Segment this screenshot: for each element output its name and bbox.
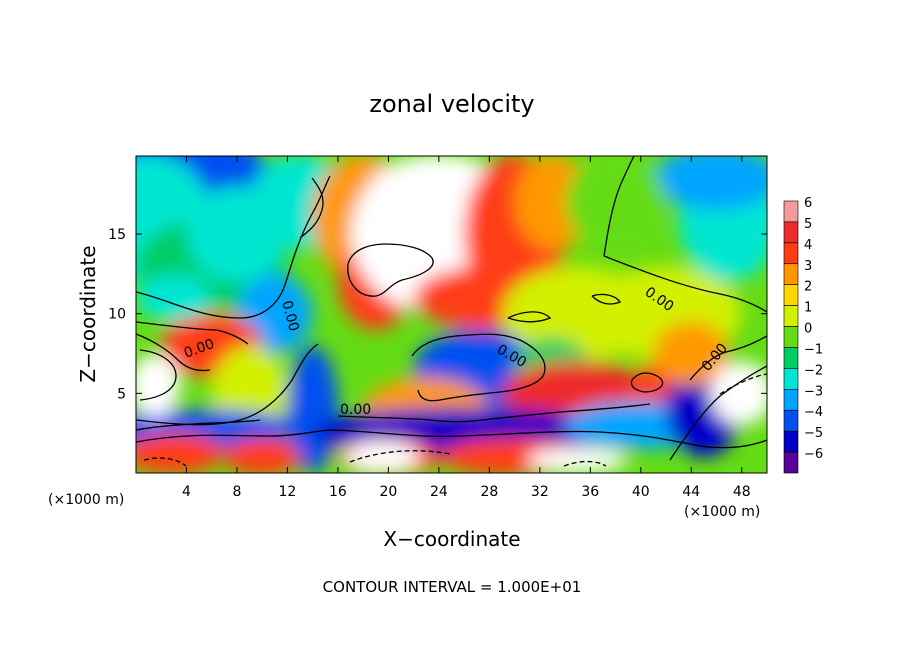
x-tick-label: 48	[733, 484, 751, 500]
colorbar: 6 5 4 3 2 1 0 −1 −2 −3 −4 −5 −6	[783, 196, 823, 474]
contour-line	[139, 349, 177, 401]
x-axis: 4 8 12 16 20 24 28 32 36 40 44 48	[182, 156, 751, 500]
zero-contours	[136, 156, 767, 467]
field-blob	[653, 156, 767, 211]
field-blob	[136, 353, 181, 418]
contour-line	[591, 293, 621, 305]
x-tick-label: 28	[480, 484, 498, 500]
contour-line	[136, 419, 261, 431]
colorbar-label: 2	[804, 280, 812, 295]
colorbar-swatch	[783, 284, 799, 306]
field-blob	[527, 447, 629, 473]
contour-line	[603, 255, 767, 313]
contour-line	[349, 450, 451, 463]
contour-line	[630, 372, 664, 393]
y-tick-label: 5	[117, 386, 126, 402]
x-tick-label: 24	[430, 484, 448, 500]
field-blob	[287, 345, 338, 473]
y-tick-label: 15	[108, 227, 126, 243]
contour-line	[603, 156, 635, 257]
contour-interval-note: CONTOUR INTERVAL = 1.000E+01	[323, 578, 582, 596]
x-tick-label: 4	[182, 484, 191, 500]
contour-line	[299, 177, 324, 239]
colorbar-swatch	[783, 305, 799, 327]
field-blob	[344, 441, 420, 473]
chart-title: zonal velocity	[369, 90, 534, 118]
field-blob	[186, 186, 288, 282]
x-units-left: (×1000 m)	[48, 492, 124, 508]
contour-line	[136, 343, 319, 426]
field-blob	[565, 156, 667, 250]
plot-frame	[135, 155, 768, 474]
colorbar-label: 3	[804, 259, 812, 274]
colorbar-swatch	[783, 389, 799, 411]
colorbar-label: −6	[804, 447, 823, 462]
contour-line	[719, 373, 767, 395]
field-blob	[136, 433, 225, 473]
y-axis: 5 10 15	[108, 227, 767, 402]
contour-line	[136, 333, 211, 372]
x-tick-label: 32	[531, 484, 549, 500]
colorbar-swatch	[783, 409, 799, 432]
field-blob	[653, 321, 730, 386]
colorbar-label: −2	[804, 363, 823, 378]
colorbar-label: −3	[804, 384, 823, 399]
contour-line	[143, 457, 187, 467]
colorbar-label: 4	[804, 238, 812, 253]
velocity-field	[136, 156, 767, 473]
x-tick-label: 16	[329, 484, 347, 500]
field-blob	[136, 273, 212, 322]
x-tick-label: 36	[581, 484, 599, 500]
contour-line	[669, 365, 767, 461]
colorbar-label: 0	[804, 322, 812, 337]
contour-line	[136, 321, 249, 345]
contour-line	[507, 311, 552, 323]
colorbar-label: 5	[804, 217, 812, 232]
colorbar-swatch	[783, 242, 799, 265]
contour-line	[563, 460, 607, 467]
contour-line	[136, 429, 767, 449]
x-axis-label: X−coordinate	[383, 527, 520, 551]
x-tick-label: 40	[632, 484, 650, 500]
x-tick-label: 8	[232, 484, 241, 500]
y-axis-label: Z−coordinate	[76, 245, 100, 382]
colorbar-swatch	[783, 430, 799, 453]
colorbar-label: −1	[804, 342, 823, 357]
colorbar-swatch	[783, 200, 799, 223]
contour-label: 0.00	[278, 299, 302, 333]
colorbar-label: 1	[804, 301, 812, 316]
contour-line	[689, 335, 767, 381]
colorbar-swatch	[783, 451, 799, 474]
x-tick-label: 44	[682, 484, 700, 500]
contour-line	[136, 175, 331, 319]
field-blob	[224, 437, 301, 473]
colorbar-label: −5	[804, 426, 823, 441]
contour-line	[347, 243, 434, 297]
x-tick-label: 12	[279, 484, 297, 500]
colorbar-swatch	[783, 368, 799, 390]
colorbar-label: 6	[804, 196, 812, 211]
contour-line	[337, 403, 651, 423]
colorbar-swatch	[783, 347, 799, 369]
colorbar-swatch	[783, 263, 799, 285]
contour-line	[411, 333, 546, 402]
plot-area: 0.00 0.00 0.00 0.00 0.00 0.00	[135, 155, 768, 474]
colorbar-swatch	[783, 326, 799, 348]
y-tick-label: 10	[108, 307, 126, 323]
contour-label: 0.00	[340, 402, 371, 418]
x-tick-label: 20	[379, 484, 397, 500]
colorbar-swatch	[783, 221, 799, 244]
colorbar-label: −4	[804, 405, 823, 420]
x-units-right: (×1000 m)	[684, 504, 760, 520]
